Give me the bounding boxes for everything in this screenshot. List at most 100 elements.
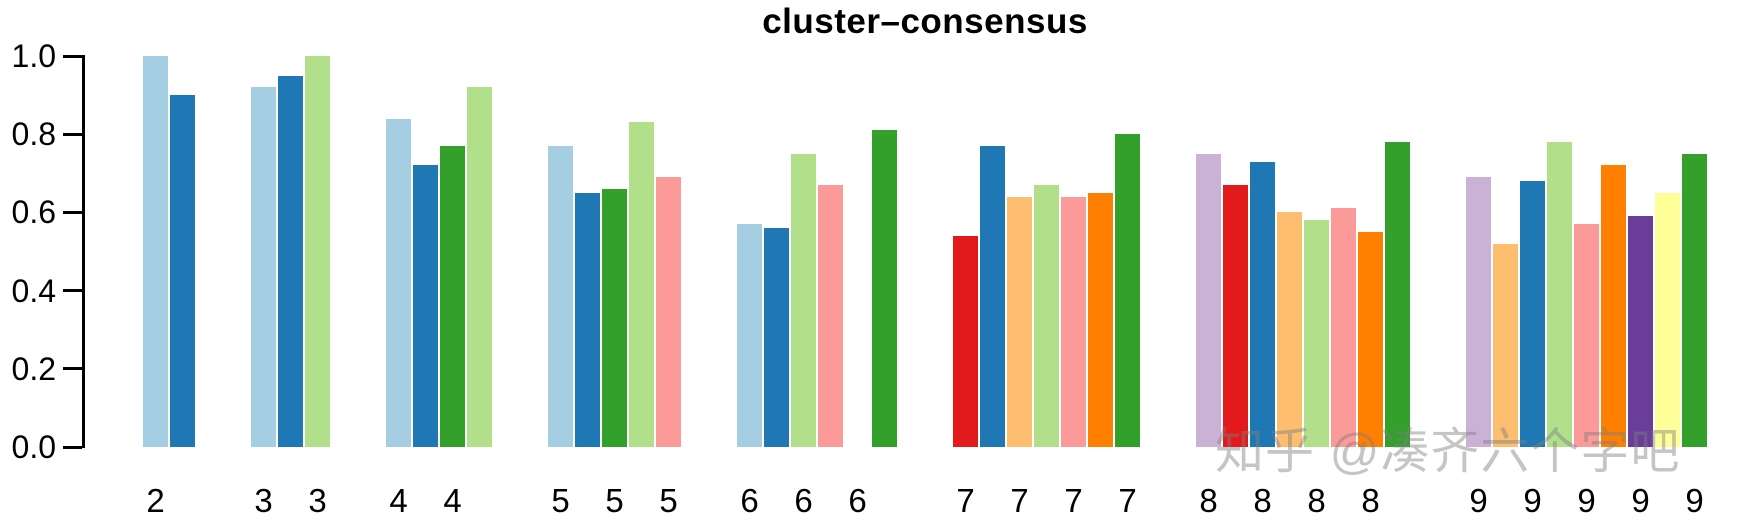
- bar-k2-c2: [170, 95, 195, 447]
- x-tick-spacer: [764, 482, 789, 526]
- x-tick-spacer: [629, 482, 654, 526]
- x-tick-spacer: [1655, 482, 1680, 526]
- bar-k6-c3: [791, 154, 816, 447]
- bar-k8-c6: [1331, 208, 1356, 447]
- bar-k8-c8: [1385, 142, 1410, 447]
- bar-k4-c1: [386, 119, 411, 447]
- bar-k7-c2: [980, 146, 1005, 447]
- x-label-group-k2: 2: [143, 482, 195, 526]
- x-tick-spacer: [1601, 482, 1626, 526]
- x-tick-spacer: [1547, 482, 1572, 526]
- bar-k8-c3: [1250, 162, 1275, 447]
- x-tick-label: 8: [1361, 482, 1380, 519]
- bar-k9-c2: [1493, 244, 1518, 447]
- x-tick-spacer: [1034, 482, 1059, 526]
- bar-k9-c7: [1628, 216, 1653, 447]
- x-tick-label: 9: [1631, 482, 1650, 519]
- x-tick-spacer: [278, 482, 303, 526]
- x-tick-spacer: [1385, 482, 1410, 526]
- bar-k8-c4: [1277, 212, 1302, 447]
- bar-k7-c5: [1061, 197, 1086, 447]
- bar-group-k3: [251, 56, 330, 447]
- x-tick-spacer: [1223, 482, 1248, 526]
- x-tick-label: 8: [1307, 482, 1326, 519]
- y-tick-mark: [63, 367, 82, 371]
- bar-k5-c1: [548, 146, 573, 447]
- x-tick-spacer: [467, 482, 492, 526]
- bar-k5-c2: [575, 193, 600, 447]
- x-tick-spacer: [1088, 482, 1113, 526]
- x-tick-label: 2: [146, 482, 165, 519]
- bar-k7-c3: [1007, 197, 1032, 447]
- bar-k9-c1: [1466, 177, 1491, 447]
- y-tick-label: 0.8: [11, 116, 56, 153]
- bar-group-k5: [548, 56, 681, 447]
- bar-k8-c2: [1223, 185, 1248, 447]
- bar-k6-c4: [818, 185, 843, 447]
- bar-group-k7: [953, 56, 1140, 447]
- bar-group-k4: [386, 56, 492, 447]
- x-tick-spacer: [1331, 482, 1356, 526]
- bar-k3-c3: [305, 56, 330, 447]
- x-tick-label: 5: [551, 482, 570, 519]
- x-tick-label: 7: [1064, 482, 1083, 519]
- x-tick-spacer: [1493, 482, 1518, 526]
- y-tick-label: 0.0: [11, 429, 56, 465]
- bar-k8-c7: [1358, 232, 1383, 447]
- bar-k9-c9: [1682, 154, 1707, 447]
- bar-k7-c6: [1088, 193, 1113, 447]
- x-tick-label: 4: [443, 482, 462, 519]
- bar-k9-c4: [1547, 142, 1572, 447]
- x-tick-spacer: [170, 482, 195, 526]
- y-tick-mark: [63, 445, 82, 449]
- bar-k7-c4: [1034, 185, 1059, 447]
- x-tick-label: 6: [794, 482, 813, 519]
- x-tick-spacer: [575, 482, 600, 526]
- bar-k6-c1: [737, 224, 762, 447]
- x-tick-label: 7: [1010, 482, 1029, 519]
- x-tick-spacer: [818, 482, 843, 526]
- x-tick-label: 9: [1469, 482, 1488, 519]
- y-tick-mark: [63, 289, 82, 293]
- bar-k3-c1: [251, 87, 276, 447]
- x-tick-label: 6: [740, 482, 759, 519]
- bar-k4-c2: [413, 165, 438, 447]
- x-tick-label: 9: [1523, 482, 1542, 519]
- y-tick-label: 0.2: [11, 350, 56, 387]
- bar-k9-c5: [1574, 224, 1599, 447]
- x-tick-spacer: [413, 482, 438, 526]
- y-axis-line: [82, 55, 85, 448]
- bar-k8-c5: [1304, 220, 1329, 447]
- bar-k8-c1: [1196, 154, 1221, 447]
- bar-k9-c8: [1655, 193, 1680, 447]
- x-tick-label: 4: [389, 482, 408, 519]
- bar-k6-c2: [764, 228, 789, 447]
- y-tick-label: 0.4: [11, 272, 56, 309]
- x-tick-label: 9: [1685, 482, 1704, 519]
- x-tick-label: 8: [1253, 482, 1272, 519]
- bar-k7-c7: [1115, 134, 1140, 447]
- bar-k3-c2: [278, 76, 303, 447]
- bar-group-k6: [737, 56, 897, 447]
- x-tick-label: 6: [848, 482, 867, 519]
- y-tick-mark: [63, 54, 82, 58]
- x-tick-label: 3: [254, 482, 273, 519]
- bar-k2-c1: [143, 56, 168, 447]
- plot-area: [143, 56, 1707, 447]
- bar-k4-c4: [467, 87, 492, 447]
- x-tick-label: 9: [1577, 482, 1596, 519]
- x-tick-spacer: [872, 482, 897, 526]
- bar-k4-c3: [440, 146, 465, 447]
- x-tick-label: 8: [1199, 482, 1218, 519]
- bar-k6-c6: [872, 130, 897, 447]
- x-tick-label: 3: [308, 482, 327, 519]
- bar-group-k2: [143, 56, 195, 447]
